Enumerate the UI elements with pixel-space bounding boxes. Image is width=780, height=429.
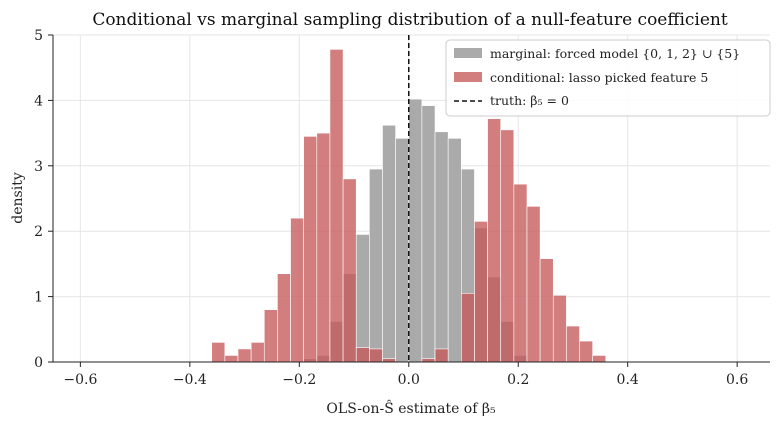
x-axis-ticks: −0.6 −0.4 −0.2 0.0 0.2 0.4 0.6	[63, 362, 748, 388]
conditional-bar	[592, 355, 607, 363]
marginal-bar	[408, 98, 423, 363]
legend: marginal: forced model {0, 1, 2} ∪ {5} c…	[445, 39, 771, 117]
conditional-bar	[579, 340, 593, 363]
marginal-bar	[369, 168, 383, 363]
marginal-bar	[355, 234, 370, 363]
conditional-bar	[487, 118, 502, 363]
legend-label-conditional: conditional: lasso picked feature 5	[490, 70, 708, 85]
conditional-bar	[434, 348, 449, 363]
legend-box	[445, 39, 771, 117]
marginal-bar	[382, 124, 396, 363]
conditional-bar	[316, 132, 331, 363]
marginal-bar	[395, 138, 410, 363]
conditional-bar	[290, 217, 304, 363]
x-axis-label: OLS-on-Ŝ estimate of β₅	[326, 399, 496, 417]
y-tick-label: 4	[34, 93, 43, 109]
conditional-bar	[250, 342, 265, 363]
conditional-bar	[369, 348, 383, 363]
x-tick-label: 0.4	[617, 372, 639, 388]
legend-label-truth: truth: β₅ = 0	[490, 93, 569, 108]
marginal-bar	[421, 105, 436, 363]
marginal-bar	[434, 131, 449, 363]
x-tick-label: −0.4	[173, 372, 207, 388]
x-tick-label: 0.2	[507, 372, 529, 388]
conditional-bar	[539, 258, 554, 363]
marginal-bar	[447, 138, 462, 363]
conditional-bar	[329, 49, 344, 363]
legend-swatch-marginal	[454, 48, 482, 58]
conditional-bar	[513, 183, 528, 363]
conditional-bar	[303, 136, 318, 363]
conditional-bar	[526, 206, 541, 363]
y-tick-label: 1	[34, 290, 43, 306]
y-tick-label: 5	[34, 28, 43, 44]
conditional-bar	[263, 309, 278, 363]
conditional-bar	[342, 178, 357, 363]
conditional-bar	[224, 355, 239, 363]
conditional-bar	[355, 347, 370, 363]
axes	[52, 35, 770, 363]
legend-label-marginal: marginal: forced model {0, 1, 2} ∪ {5}	[490, 46, 740, 61]
x-tick-label: 0.6	[726, 372, 748, 388]
y-axis-ticks: 0 1 2 3 4 5	[34, 28, 53, 371]
y-axis-label: density	[10, 172, 26, 224]
y-tick-label: 0	[34, 355, 43, 371]
conditional-bar	[211, 342, 226, 363]
chart-title: Conditional vs marginal sampling distrib…	[92, 10, 728, 30]
conditional-bar	[461, 293, 475, 363]
conditional-bar	[277, 273, 291, 363]
conditional-bar	[474, 221, 488, 363]
x-tick-label: −0.2	[282, 372, 316, 388]
conditional-bar	[237, 348, 252, 363]
conditional-bar	[500, 129, 515, 363]
legend-swatch-conditional	[454, 72, 482, 82]
x-tick-label: −0.6	[63, 372, 97, 388]
conditional-bar	[552, 294, 567, 363]
y-tick-label: 3	[34, 159, 43, 175]
x-tick-label: 0.0	[398, 372, 420, 388]
conditional-bar	[566, 325, 580, 363]
y-tick-label: 2	[34, 224, 43, 240]
conditional-bars	[211, 49, 607, 363]
